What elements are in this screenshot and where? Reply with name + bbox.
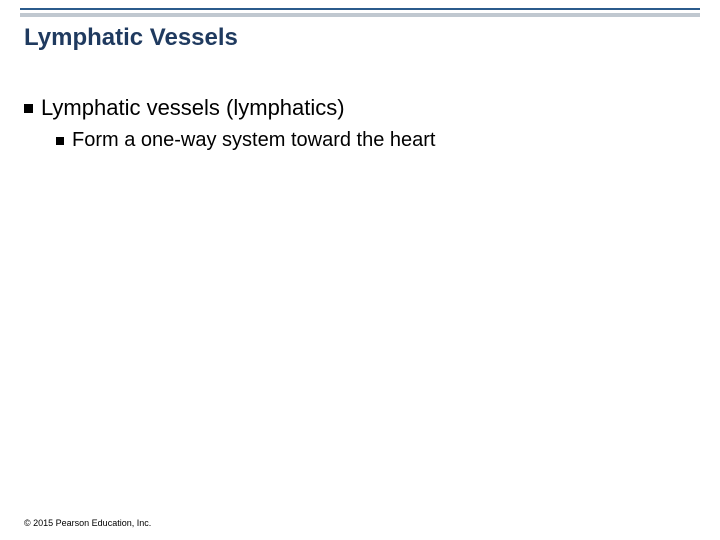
- top-accent-line: [20, 8, 700, 10]
- slide-title: Lymphatic Vessels: [24, 24, 238, 52]
- bullet-marker-square: [24, 104, 33, 113]
- bullet-text: Lymphatic vessels (lymphatics): [41, 95, 345, 121]
- bullet-level-1: Lymphatic vessels (lymphatics): [24, 95, 696, 121]
- top-accent-line-gray: [20, 13, 700, 17]
- slide-content: Lymphatic vessels (lymphatics) Form a on…: [24, 95, 696, 152]
- bullet-level-2: Form a one-way system toward the heart: [56, 129, 696, 152]
- bullet-marker-square: [56, 137, 64, 145]
- bullet-text: Form a one-way system toward the heart: [72, 129, 435, 152]
- copyright-text: © 2015 Pearson Education, Inc.: [24, 518, 151, 528]
